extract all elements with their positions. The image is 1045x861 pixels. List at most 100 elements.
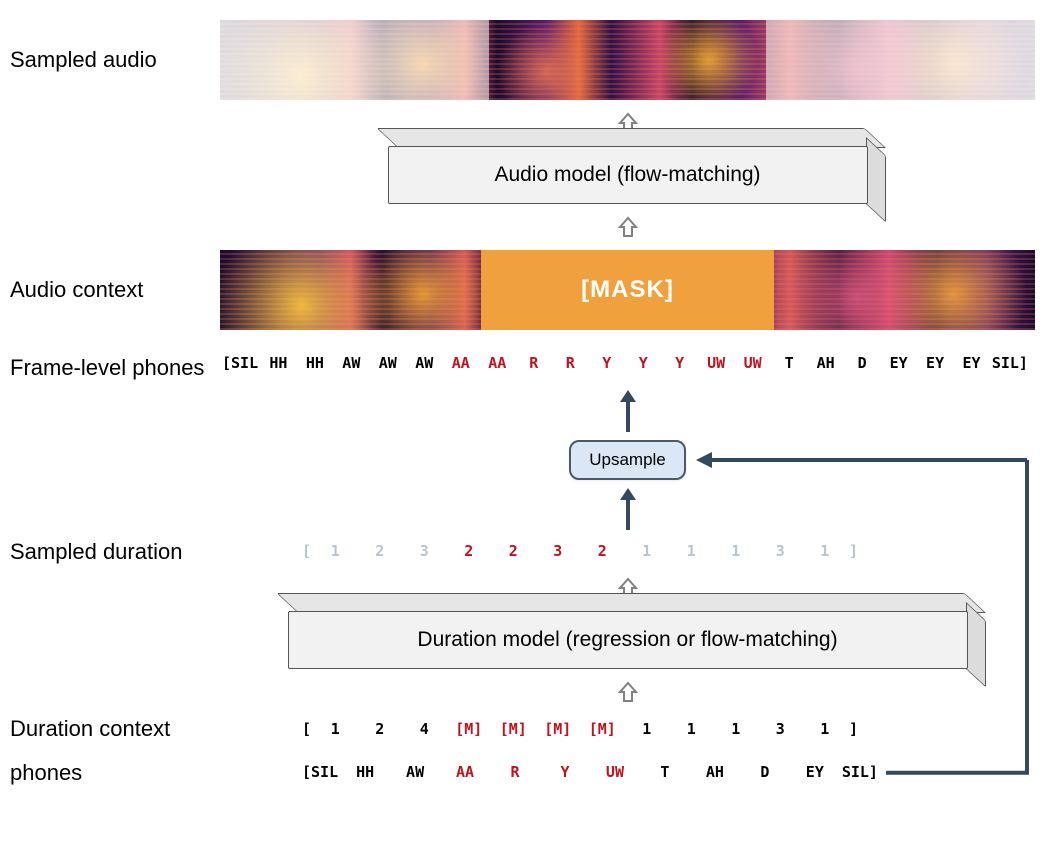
token: UW	[734, 354, 770, 372]
arrow-up-solid-icon	[616, 388, 640, 432]
arrow-duration-to-upsample	[10, 486, 1035, 532]
token: AW	[370, 354, 406, 372]
token: UW	[590, 763, 640, 781]
token: T	[771, 354, 807, 372]
duration-model-label: Duration model (regression or flow-match…	[417, 628, 837, 652]
token: AA	[443, 354, 479, 372]
token-bracket-open: [SIL	[220, 354, 260, 372]
token: [M]	[447, 720, 492, 738]
token-bracket-open: [	[300, 720, 313, 738]
token-bracket-close: SIL]	[990, 354, 1030, 372]
token: Y	[661, 354, 697, 372]
token: 1	[803, 720, 848, 738]
token: 3	[402, 542, 447, 560]
sampled-duration-tokens: [123223211131]	[300, 542, 860, 560]
label-audio-context: Audio context	[10, 276, 220, 304]
token: 4	[402, 720, 447, 738]
arrow-up-solid-icon	[616, 486, 640, 530]
upsample-label: Upsample	[589, 450, 666, 469]
duration-model-box: Duration model (regression or flow-match…	[288, 611, 968, 669]
row-sampled-audio: Sampled audio	[10, 20, 1035, 100]
token: 1	[669, 720, 714, 738]
token: 1	[669, 542, 714, 560]
token: R	[552, 354, 588, 372]
token: D	[844, 354, 880, 372]
row-upsample: Upsample	[10, 440, 1035, 480]
token: EY	[880, 354, 916, 372]
token: AA	[440, 763, 490, 781]
duration-context-tokens: [124[M][M][M][M]11131]	[300, 720, 860, 738]
label-sampled-audio: Sampled audio	[10, 46, 220, 74]
token: 1	[803, 542, 848, 560]
token: EY	[917, 354, 953, 372]
token: 1	[313, 542, 358, 560]
token-bracket-close: ]	[847, 542, 860, 560]
mask-region: [MASK]	[481, 250, 774, 330]
arrow-upsample-to-frame	[10, 388, 1035, 434]
token: HH	[260, 354, 296, 372]
sampled-audio-spectrogram	[220, 20, 1035, 100]
arrow-up-hollow-icon	[617, 216, 639, 238]
token: 1	[714, 720, 759, 738]
phone-tokens: [SILHHAWAARYUWTAHDEYSIL]	[300, 763, 880, 781]
token: 2	[358, 542, 403, 560]
token: [M]	[491, 720, 536, 738]
token: 2	[447, 542, 492, 560]
token: R	[516, 354, 552, 372]
token: 1	[625, 542, 670, 560]
arrow-up-hollow-icon	[617, 681, 639, 703]
token: AW	[333, 354, 369, 372]
token: EY	[790, 763, 840, 781]
mask-label: [MASK]	[581, 276, 674, 304]
token: D	[740, 763, 790, 781]
token: [M]	[580, 720, 625, 738]
row-sampled-duration: Sampled duration [123223211131]	[10, 538, 1035, 566]
audio-context-spectrogram: [MASK]	[220, 250, 1035, 330]
token: AH	[690, 763, 740, 781]
token-bracket-open: [	[300, 542, 313, 560]
token: EY	[953, 354, 989, 372]
row-audio-context: Audio context [MASK]	[10, 250, 1035, 330]
token: AW	[390, 763, 440, 781]
arrow-into-durmodel	[10, 675, 1035, 709]
audio-model-box: Audio model (flow-matching)	[388, 146, 868, 204]
label-duration-context: Duration context	[10, 715, 220, 743]
arrow-into-audio-model	[10, 210, 1035, 244]
token: Y	[625, 354, 661, 372]
frame-phone-tokens: [SILHHHHAWAWAWAAAARRYYYUWUWTAHDEYEYEYSIL…	[220, 354, 1030, 372]
token: 1	[625, 720, 670, 738]
label-frame-phones: Frame-level phones	[10, 354, 220, 382]
token: 1	[313, 720, 358, 738]
token: HH	[340, 763, 390, 781]
token: AA	[479, 354, 515, 372]
token-bracket-open: [SIL	[300, 763, 340, 781]
token: Y	[588, 354, 624, 372]
token: HH	[297, 354, 333, 372]
token-bracket-close: ]	[847, 720, 860, 738]
token: 2	[491, 542, 536, 560]
label-sampled-duration: Sampled duration	[10, 538, 220, 566]
upsample-box: Upsample	[569, 440, 686, 480]
token: 3	[758, 542, 803, 560]
token: 2	[580, 542, 625, 560]
audio-model-label: Audio model (flow-matching)	[494, 163, 760, 187]
token: R	[490, 763, 540, 781]
row-phones: phones [SILHHAWAARYUWTAHDEYSIL]	[10, 759, 1035, 787]
token: T	[640, 763, 690, 781]
row-duration-model: Duration model (regression or flow-match…	[10, 611, 1035, 669]
token: 1	[714, 542, 759, 560]
row-frame-phones: Frame-level phones [SILHHHHAWAWAWAAAARRY…	[10, 354, 1035, 382]
token: [M]	[536, 720, 581, 738]
token: AW	[406, 354, 442, 372]
token: Y	[540, 763, 590, 781]
row-audio-model: Audio model (flow-matching)	[10, 146, 1035, 204]
token: UW	[698, 354, 734, 372]
label-phones: phones	[10, 759, 220, 787]
token: AH	[807, 354, 843, 372]
arrow-right-into-upsample-icon	[694, 448, 1028, 472]
row-duration-context: Duration context [124[M][M][M][M]11131]	[10, 715, 1035, 743]
token-bracket-close: SIL]	[840, 763, 880, 781]
token: 3	[758, 720, 803, 738]
token: 2	[358, 720, 403, 738]
token: 3	[536, 542, 581, 560]
